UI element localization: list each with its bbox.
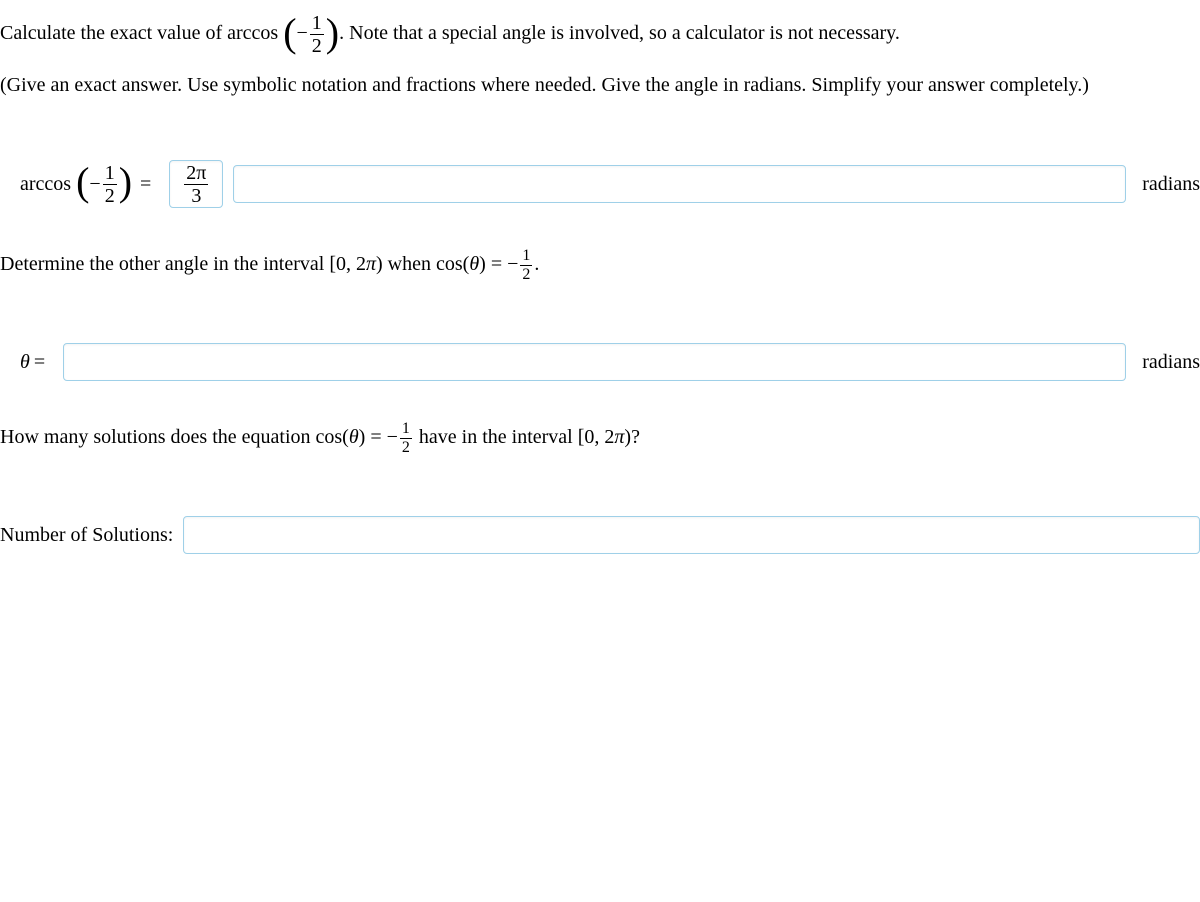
ans-den: 3 [189, 185, 203, 206]
q3-fraction: 1 2 [400, 421, 412, 456]
q3-num: 1 [400, 421, 412, 439]
q2-unit: radians [1142, 351, 1200, 374]
q1-argument-fraction: 1 2 [310, 13, 324, 56]
q1-label: arccos (− 1 2 ) = [20, 163, 159, 206]
q2-mid2: ) = − [479, 253, 518, 275]
pi-2: π [614, 426, 624, 448]
arccos-label: arccos [20, 173, 71, 196]
theta-label: θ [20, 351, 30, 374]
q2-fraction: 1 2 [520, 248, 532, 283]
theta-2: θ [349, 426, 359, 448]
theta-1: θ [469, 253, 479, 275]
q1-prompt: Calculate the exact value of arccos (− 1… [0, 13, 1200, 56]
q3-mid: ) = − [359, 426, 398, 448]
q3-answer-input[interactable] [183, 516, 1200, 554]
q3-post: )? [624, 426, 640, 448]
frac-den-2: 2 [103, 185, 117, 206]
minus-2: − [89, 173, 100, 196]
q2-label: θ = [20, 351, 53, 374]
q2-mid: ) when cos( [376, 253, 469, 275]
frac-den: 2 [310, 35, 324, 56]
q3-den: 2 [400, 439, 412, 456]
q1-answer-input[interactable]: 2π 3 [169, 160, 223, 208]
equals-1: = [140, 173, 151, 196]
pi-1: π [366, 253, 376, 275]
close-paren-2: ) [119, 166, 132, 198]
frac-num-2: 1 [103, 163, 117, 185]
q2-den: 2 [520, 266, 532, 283]
q1-text-post: . Note that a special angle is involved,… [339, 22, 900, 44]
frac-num: 1 [310, 13, 324, 35]
q1-answer-row: arccos (− 1 2 ) = 2π 3 radians [20, 160, 1200, 208]
equals-2: = [34, 351, 45, 374]
q2-answer-row: θ = radians [20, 343, 1200, 381]
q3-mid2: have in the interval [0, 2 [414, 426, 615, 448]
q2-num: 1 [520, 248, 532, 266]
q1-text-pre: Calculate the exact value of arccos [0, 22, 283, 44]
q3-label: Number of Solutions: [0, 524, 173, 547]
q1-answer-fraction: 2π 3 [184, 163, 208, 206]
minus: − [297, 22, 308, 44]
q3-prompt: How many solutions does the equation cos… [0, 421, 1200, 456]
close-paren: ) [326, 10, 339, 55]
q1-instructions: (Give an exact answer. Use symbolic nota… [0, 70, 1200, 100]
q3-pre: How many solutions does the equation cos… [0, 426, 349, 448]
ans-num: 2π [184, 163, 208, 185]
q1-unit: radians [1142, 173, 1200, 196]
q2-prompt: Determine the other angle in the interva… [0, 248, 1200, 283]
q2-pre: Determine the other angle in the interva… [0, 253, 366, 275]
open-paren-2: ( [76, 166, 89, 198]
q1-answer-extension[interactable] [233, 165, 1126, 203]
q1-label-fraction: 1 2 [103, 163, 117, 206]
q2-post: . [534, 253, 539, 275]
q3-answer-row: Number of Solutions: [0, 516, 1200, 554]
q2-answer-input[interactable] [63, 343, 1126, 381]
open-paren: ( [283, 10, 296, 55]
